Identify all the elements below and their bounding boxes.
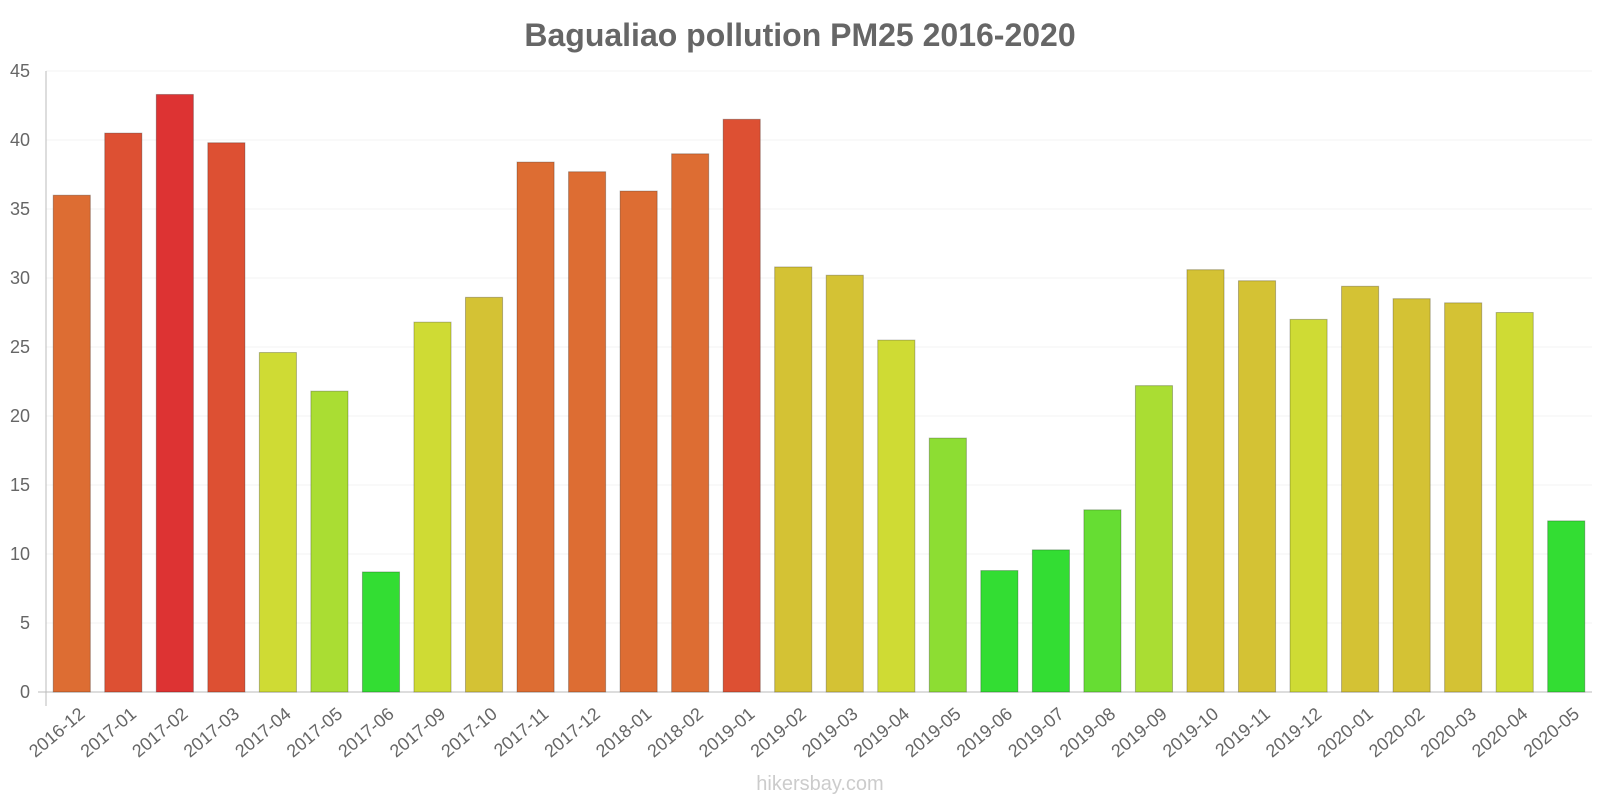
x-tick-label: 2017-10 (437, 704, 500, 762)
x-tick-label: 2016-12 (25, 704, 88, 762)
bar-2020-05 (1547, 520, 1586, 693)
bar-2017-02 (155, 93, 194, 693)
x-axis-ticks: 2016-122017-012017-022017-032017-042017-… (25, 704, 1583, 762)
chart-title: Bagualiao pollution PM25 2016-2020 (524, 17, 1075, 53)
y-tick-label: 10 (10, 544, 30, 564)
x-tick-label: 2020-02 (1365, 704, 1428, 762)
x-tick-label: 2019-12 (1262, 704, 1325, 762)
bar-2017-09 (413, 321, 452, 693)
y-axis-ticks: 0 5 10 15 20 25 30 35 40 45 (10, 61, 30, 702)
x-tick-label: 2019-09 (1107, 704, 1170, 762)
y-tick-label: 25 (10, 337, 30, 357)
bar-2019-11 (1237, 280, 1277, 693)
bar-2017-10 (464, 296, 504, 693)
x-tick-label: 2019-08 (1056, 704, 1119, 762)
bar-2020-03 (1444, 302, 1483, 693)
x-tick-label: 2019-11 (1211, 704, 1273, 761)
bar-2016-12 (52, 194, 91, 693)
bar-2019-07 (1031, 549, 1070, 693)
x-tick-label: 2019-06 (953, 704, 1016, 762)
bar-2019-10 (1186, 269, 1225, 693)
y-tick-label: 40 (10, 130, 30, 150)
x-tick-label: 2017-01 (77, 704, 140, 762)
y-tick-label: 0 (20, 682, 30, 702)
y-tick-label: 5 (20, 613, 30, 633)
x-tick-label: 2019-02 (747, 704, 810, 762)
x-tick-label: 2017-05 (283, 704, 346, 762)
bar-2017-06 (361, 571, 401, 693)
x-tick-label: 2020-04 (1468, 704, 1531, 762)
y-tick-label: 45 (10, 61, 30, 81)
x-tick-label: 2018-02 (644, 704, 707, 762)
bar-2018-01 (619, 190, 658, 693)
x-tick-label: 2020-03 (1417, 704, 1480, 762)
bar-2019-05 (928, 437, 967, 693)
bar-2019-12 (1289, 318, 1328, 693)
x-tick-label: 2020-01 (1313, 704, 1376, 762)
bar-2017-01 (104, 132, 143, 693)
x-tick-label: 2017-09 (386, 704, 449, 762)
x-tick-label: 2019-04 (850, 704, 913, 762)
y-tick-label: 30 (10, 268, 30, 288)
y-tick-label: 20 (10, 406, 30, 426)
bar-2017-05 (310, 390, 349, 693)
y-tick-label: 35 (10, 199, 30, 219)
bar-2019-08 (1083, 509, 1122, 693)
x-tick-label: 2017-12 (540, 704, 603, 762)
bar-2019-09 (1134, 385, 1174, 693)
x-tick-label: 2017-03 (180, 704, 243, 762)
bar-2019-03 (825, 274, 864, 693)
bar-2017-04 (258, 352, 297, 693)
bar-2017-12 (568, 171, 607, 693)
x-tick-label: 2017-04 (231, 704, 294, 762)
grid-lines (46, 70, 1592, 624)
watermark: hikersbay.com (756, 773, 883, 795)
x-tick-label: 2017-02 (128, 704, 191, 762)
x-tick-label: 2019-01 (695, 704, 758, 762)
x-tick-label: 2019-07 (1004, 704, 1067, 762)
bar-2017-03 (207, 142, 246, 693)
x-tick-label: 2017-11 (490, 704, 552, 761)
bar-2020-04 (1495, 312, 1534, 693)
y-tick-label: 15 (10, 475, 30, 495)
bar-2019-01 (722, 118, 761, 693)
x-tick-label: 2020-05 (1520, 704, 1583, 762)
x-tick-label: 2018-01 (592, 704, 655, 762)
bars (52, 93, 1586, 693)
bar-2018-02 (671, 153, 710, 693)
bar-2020-02 (1392, 298, 1431, 693)
bar-2020-01 (1341, 285, 1380, 693)
x-tick-label: 2019-03 (798, 704, 861, 762)
bar-2017-11 (516, 161, 555, 693)
x-tick-label: 2019-10 (1159, 704, 1222, 762)
bar-2019-06 (980, 570, 1019, 693)
x-tick-label: 2019-05 (901, 704, 964, 762)
x-tick-label: 2017-06 (334, 704, 397, 762)
bar-2019-04 (877, 339, 916, 693)
bar-2019-02 (774, 266, 813, 693)
axes (38, 71, 1592, 706)
